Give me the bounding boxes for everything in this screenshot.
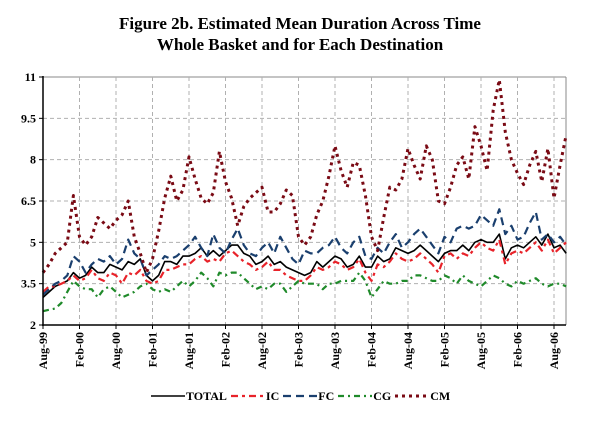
legend-item-cm: CM (394, 389, 450, 404)
legend-item-cg: CG (337, 389, 391, 404)
legend-item-total: TOTAL (150, 389, 227, 404)
series-line-total (42, 233, 567, 298)
y-tick-label: 8 (30, 153, 36, 167)
y-tick-label: 6.5 (21, 194, 36, 208)
legend-swatch (151, 395, 185, 397)
legend-label: IC (265, 388, 280, 403)
x-tick-label: Aug-02 (255, 332, 269, 369)
chart-subtitle: Whole Basket and for Each Destination (156, 35, 444, 54)
legend: TOTAL IC FC CG CM (150, 386, 453, 406)
x-tick-label: Feb-00 (73, 332, 87, 367)
x-tick-label: Feb-05 (438, 332, 452, 367)
series-line-cm (41, 78, 568, 275)
legend-label: TOTAL (186, 388, 227, 403)
series-line-ic (42, 238, 567, 293)
x-tick-label: Aug-04 (401, 332, 415, 369)
x-tick-label: Aug-06 (547, 332, 561, 369)
series-lines (41, 78, 568, 313)
x-tick-label: Feb-03 (292, 332, 306, 367)
x-tick-label: Aug-01 (182, 332, 196, 369)
legend-label: CG (373, 388, 392, 403)
legend-swatch (230, 394, 265, 398)
legend-item-ic: IC (230, 389, 279, 404)
legend-item-fc: FC (282, 389, 334, 404)
y-tick-label: 11 (25, 70, 36, 84)
x-tick-label: Aug-05 (474, 332, 488, 369)
series-line-fc (42, 208, 568, 296)
legend-swatch (338, 394, 373, 398)
x-tick-label: Feb-04 (365, 332, 379, 367)
x-tick-label: Feb-02 (219, 332, 233, 367)
x-axis-ticks: Aug-99 Feb-00 Aug-00 Feb-01 Aug-01 Feb-02 Aug-… (36, 325, 561, 369)
series-line-cg (42, 271, 567, 313)
x-tick-label: Feb-01 (146, 332, 160, 367)
x-tick-label: Aug-00 (109, 332, 123, 369)
legend-label: FC (318, 388, 335, 403)
legend-label: CM (430, 388, 451, 403)
legend-swatch (395, 394, 430, 398)
x-tick-label: Feb-06 (511, 332, 525, 367)
y-tick-label: 2 (30, 318, 36, 332)
legend-swatch (283, 394, 318, 398)
y-tick-label: 5 (30, 235, 36, 249)
gridlines (43, 76, 567, 325)
y-tick-label: 9.5 (21, 111, 36, 125)
y-axis-ticks: 2 3.5 5 6.5 8 9.5 11 (21, 70, 43, 332)
chart-title: Figure 2b. Estimated Mean Duration Acros… (119, 14, 481, 33)
x-tick-label: Aug-03 (328, 332, 342, 369)
x-tick-label: Aug-99 (36, 332, 50, 369)
y-tick-label: 3.5 (21, 277, 36, 291)
